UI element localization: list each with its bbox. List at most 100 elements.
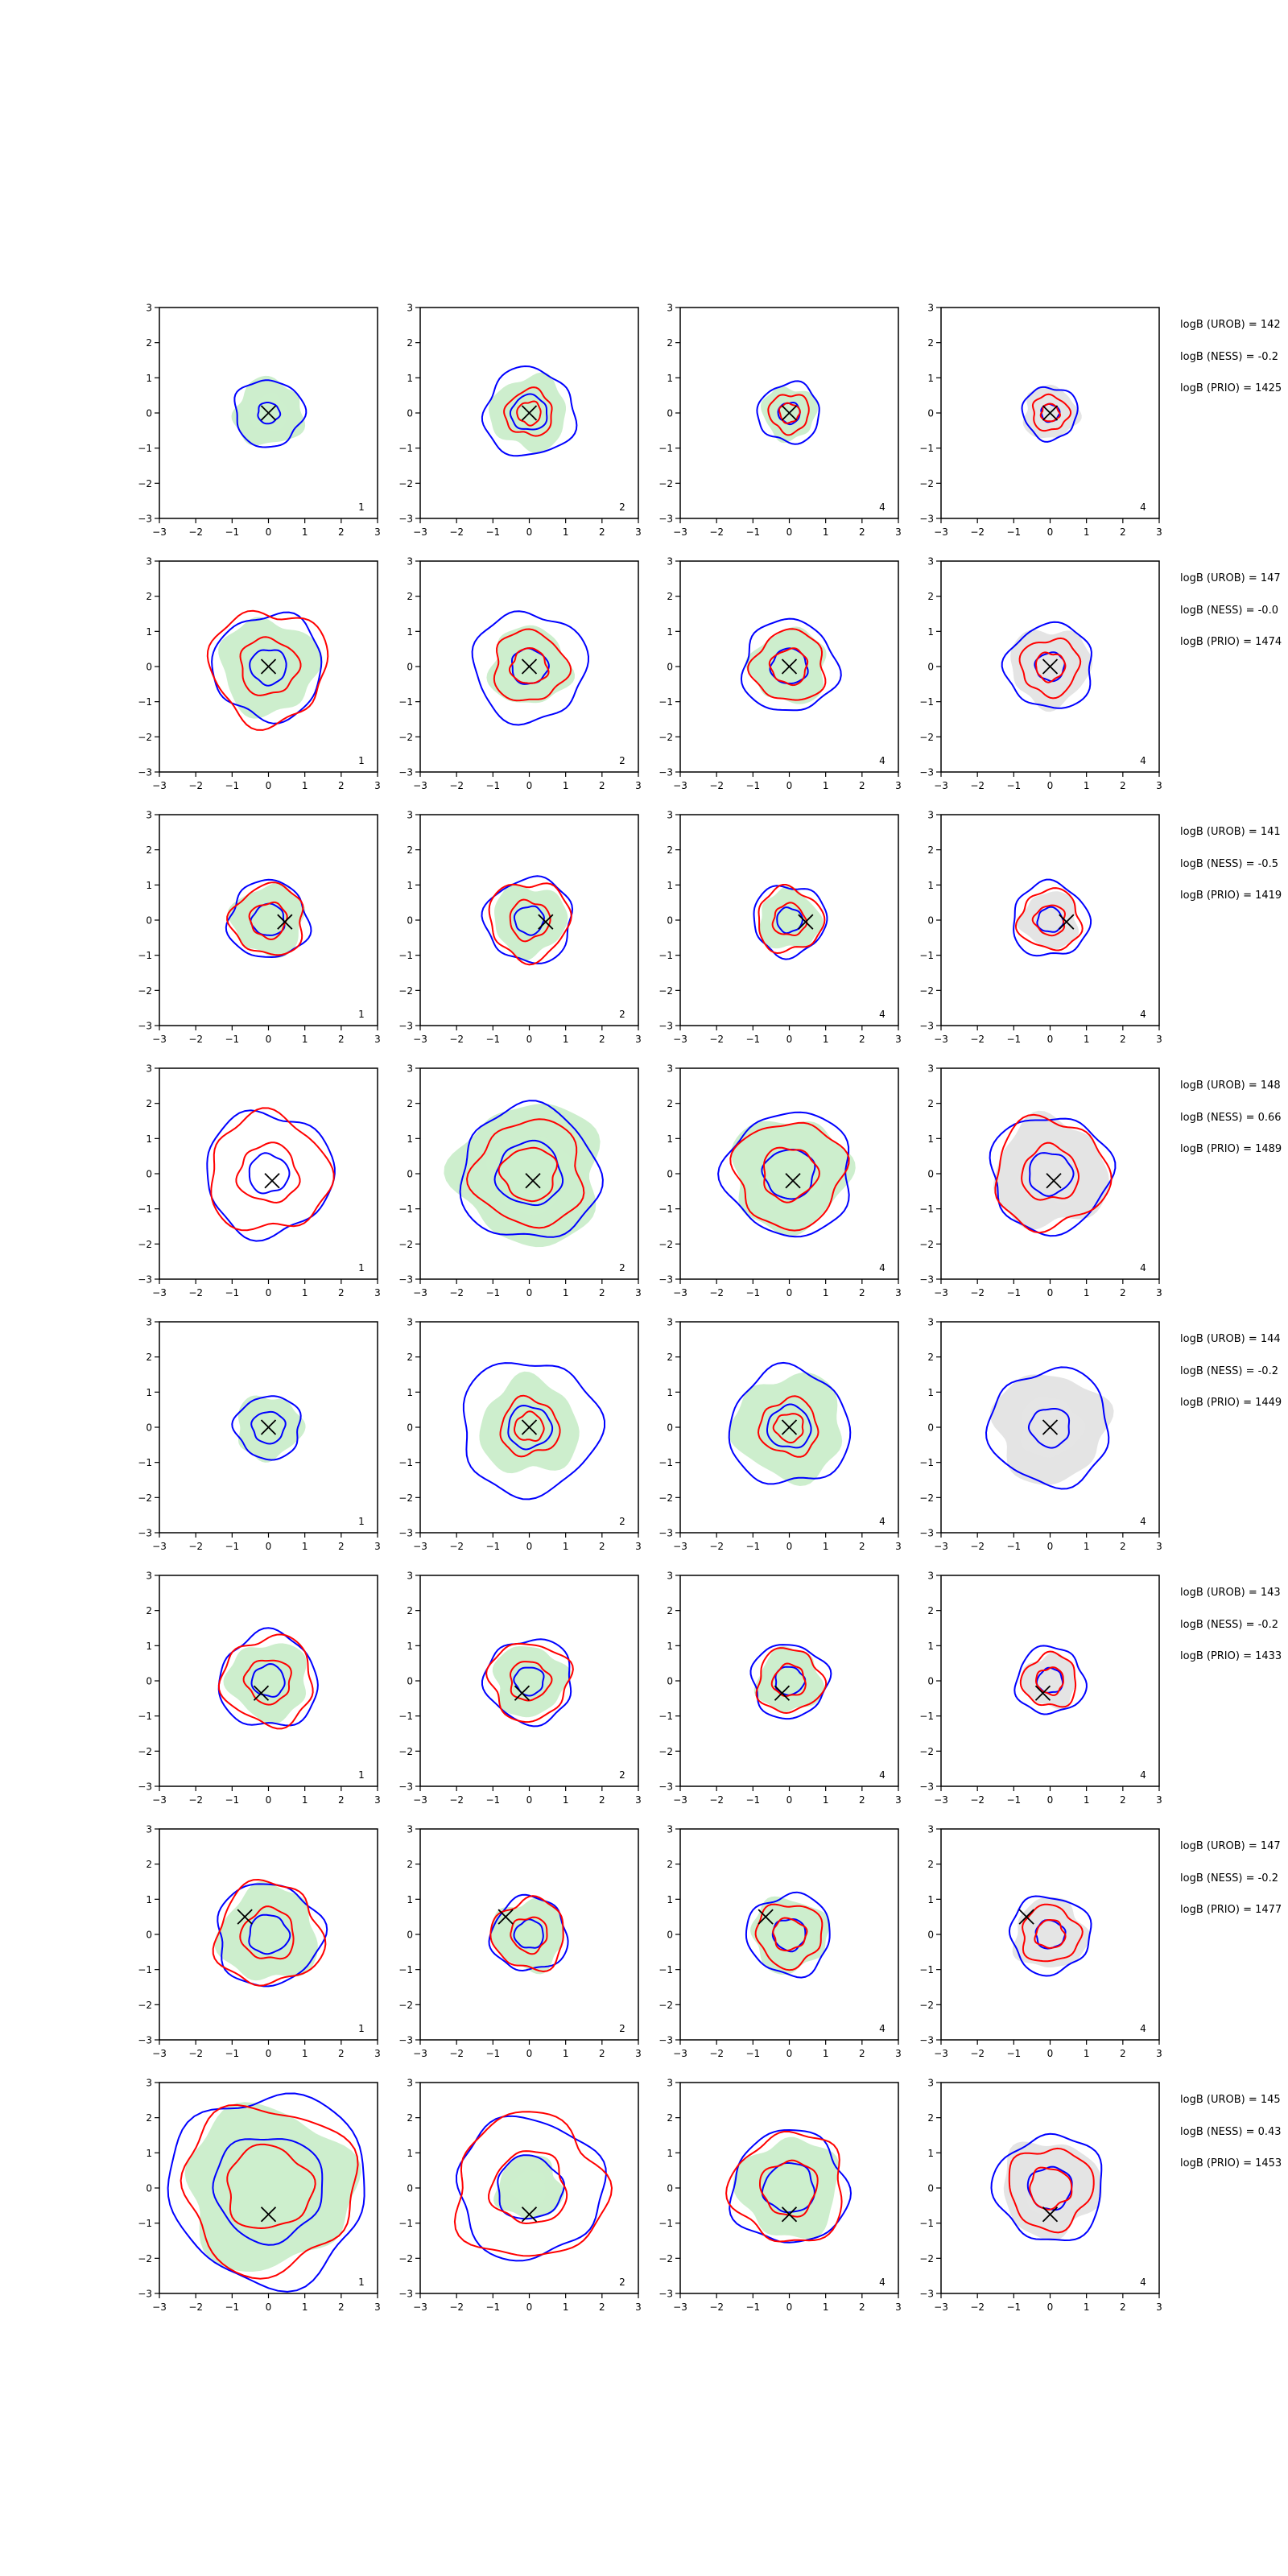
red-contour-outer bbox=[757, 1395, 819, 1458]
y-tick-label: 1 bbox=[407, 2148, 413, 2159]
x-tick-label: −1 bbox=[485, 1287, 500, 1298]
plot-area bbox=[206, 1107, 336, 1242]
mean-marker bbox=[781, 1419, 798, 1435]
plot-area bbox=[488, 1893, 569, 1975]
x-tick-label: 2 bbox=[338, 780, 345, 791]
plot-area bbox=[462, 1362, 605, 1501]
x-tick-label: −3 bbox=[934, 1794, 948, 1806]
subplot-r5-c2: −3 −2 −1 0 1 2 3 3 2 1 0 −1 −2 −3 2 bbox=[398, 1317, 642, 1553]
plot-area bbox=[745, 1891, 831, 1979]
x-tick-label: 1 bbox=[1084, 1034, 1090, 1045]
y-tick-label: 1 bbox=[667, 626, 673, 638]
y-tick-label: 0 bbox=[407, 915, 413, 927]
blue-contour-outer bbox=[455, 2115, 607, 2262]
panel-label: 2 bbox=[619, 502, 625, 513]
blue-contour-outer bbox=[481, 1638, 572, 1728]
x-tick-label: 2 bbox=[599, 526, 605, 538]
red-contour-outer bbox=[994, 1113, 1113, 1234]
y-tick-label: −1 bbox=[398, 1964, 413, 1975]
x-tick-label: 0 bbox=[786, 2301, 793, 2313]
y-tick-label: 1 bbox=[667, 373, 673, 384]
blue-contour-inner bbox=[249, 649, 287, 687]
red-contour-inner bbox=[768, 647, 809, 687]
x-tick-label: 3 bbox=[895, 2301, 902, 2313]
subplot-r5-c3: −3 −2 −1 0 1 2 3 3 2 1 0 −1 −2 −3 4 bbox=[658, 1317, 902, 1553]
plot-area bbox=[990, 2132, 1103, 2242]
plot-area bbox=[749, 1644, 832, 1720]
panel-label: 2 bbox=[619, 755, 625, 766]
y-tick-label: 3 bbox=[407, 303, 413, 314]
y-tick-label: −2 bbox=[398, 985, 413, 997]
x-tick-label: 0 bbox=[526, 1794, 533, 1806]
x-tick-label: 3 bbox=[635, 1794, 642, 1806]
panel-label: 4 bbox=[879, 1769, 886, 1781]
annotation-text: logB (NESS) = 0.66 bbox=[1180, 1112, 1282, 1124]
panel-label: 1 bbox=[358, 755, 365, 766]
y-tick-label: 2 bbox=[146, 1352, 152, 1363]
panel-label: 4 bbox=[1140, 1262, 1146, 1274]
blue-contour-inner bbox=[771, 1918, 807, 1953]
density-fill-core bbox=[762, 2161, 819, 2219]
y-tick-label: −3 bbox=[919, 767, 934, 778]
x-tick-label: −2 bbox=[709, 526, 724, 538]
y-tick-label: −1 bbox=[138, 1203, 152, 1215]
y-tick-label: 2 bbox=[407, 1352, 413, 1363]
x-tick-label: 0 bbox=[266, 780, 272, 791]
y-tick-label: 3 bbox=[667, 2078, 673, 2089]
blue-contour-outer bbox=[990, 2132, 1103, 2242]
mean-marker bbox=[264, 1173, 280, 1189]
subplot-r5-c1: −3 −2 −1 0 1 2 3 3 2 1 0 −1 −2 −3 1 bbox=[138, 1317, 381, 1553]
x-tick-label: 3 bbox=[895, 1034, 902, 1045]
x-tick-label: −2 bbox=[188, 1034, 203, 1045]
red-contour-inner bbox=[242, 1659, 292, 1706]
y-tick-label: 2 bbox=[407, 1605, 413, 1616]
subplot-r4-c2: −3 −2 −1 0 1 2 3 3 2 1 0 −1 −2 −3 2 bbox=[398, 1063, 642, 1299]
panel-label: 4 bbox=[879, 2277, 886, 2288]
blue-contour-outer bbox=[756, 380, 820, 445]
y-tick-label: 0 bbox=[667, 1930, 673, 1941]
y-tick-label: 3 bbox=[146, 1063, 152, 1075]
x-tick-label: −3 bbox=[673, 526, 687, 538]
y-tick-label: −2 bbox=[398, 2253, 413, 2264]
y-tick-label: 1 bbox=[667, 1641, 673, 1652]
red-contour-outer bbox=[503, 386, 553, 437]
y-tick-label: −1 bbox=[658, 1711, 673, 1722]
y-tick-label: −3 bbox=[658, 1021, 673, 1032]
y-tick-label: 2 bbox=[407, 2112, 413, 2124]
y-tick-label: −3 bbox=[919, 2035, 934, 2046]
x-tick-label: 1 bbox=[1084, 526, 1090, 538]
plot-area bbox=[740, 617, 842, 712]
x-tick-label: 1 bbox=[1084, 1794, 1090, 1806]
y-tick-label: −1 bbox=[398, 1203, 413, 1215]
x-tick-label: 2 bbox=[599, 1794, 605, 1806]
red-contour-outer bbox=[1019, 1650, 1077, 1708]
y-tick-label: 0 bbox=[667, 662, 673, 673]
y-tick-label: 3 bbox=[407, 810, 413, 821]
y-tick-label: 2 bbox=[667, 591, 673, 602]
x-tick-label: 0 bbox=[1047, 1794, 1054, 1806]
y-tick-label: −1 bbox=[919, 1964, 934, 1975]
x-tick-label: 0 bbox=[1047, 2048, 1054, 2059]
y-tick-label: 1 bbox=[667, 880, 673, 891]
x-tick-label: −1 bbox=[745, 1287, 760, 1298]
blue-contour-outer bbox=[167, 2092, 365, 2293]
panel-label: 4 bbox=[879, 502, 886, 513]
plot-area bbox=[725, 2128, 852, 2244]
plot-area bbox=[728, 1361, 852, 1486]
x-tick-label: 3 bbox=[635, 2301, 642, 2313]
y-tick-label: −1 bbox=[919, 696, 934, 708]
x-tick-label: 2 bbox=[1120, 1541, 1126, 1552]
plot-area bbox=[753, 884, 828, 960]
plot-area bbox=[167, 2092, 365, 2293]
x-tick-label: 3 bbox=[1156, 1794, 1162, 1806]
x-tick-label: −2 bbox=[188, 2301, 203, 2313]
subplot-r6-c1: −3 −2 −1 0 1 2 3 3 2 1 0 −1 −2 −3 1 bbox=[138, 1571, 381, 1806]
plot-area bbox=[989, 1110, 1117, 1237]
red-contour-inner bbox=[513, 1410, 545, 1443]
panel-label: 1 bbox=[358, 1769, 365, 1781]
x-tick-label: −3 bbox=[152, 2301, 167, 2313]
y-tick-label: −2 bbox=[919, 1746, 934, 1757]
x-tick-label: 0 bbox=[1047, 1541, 1054, 1552]
